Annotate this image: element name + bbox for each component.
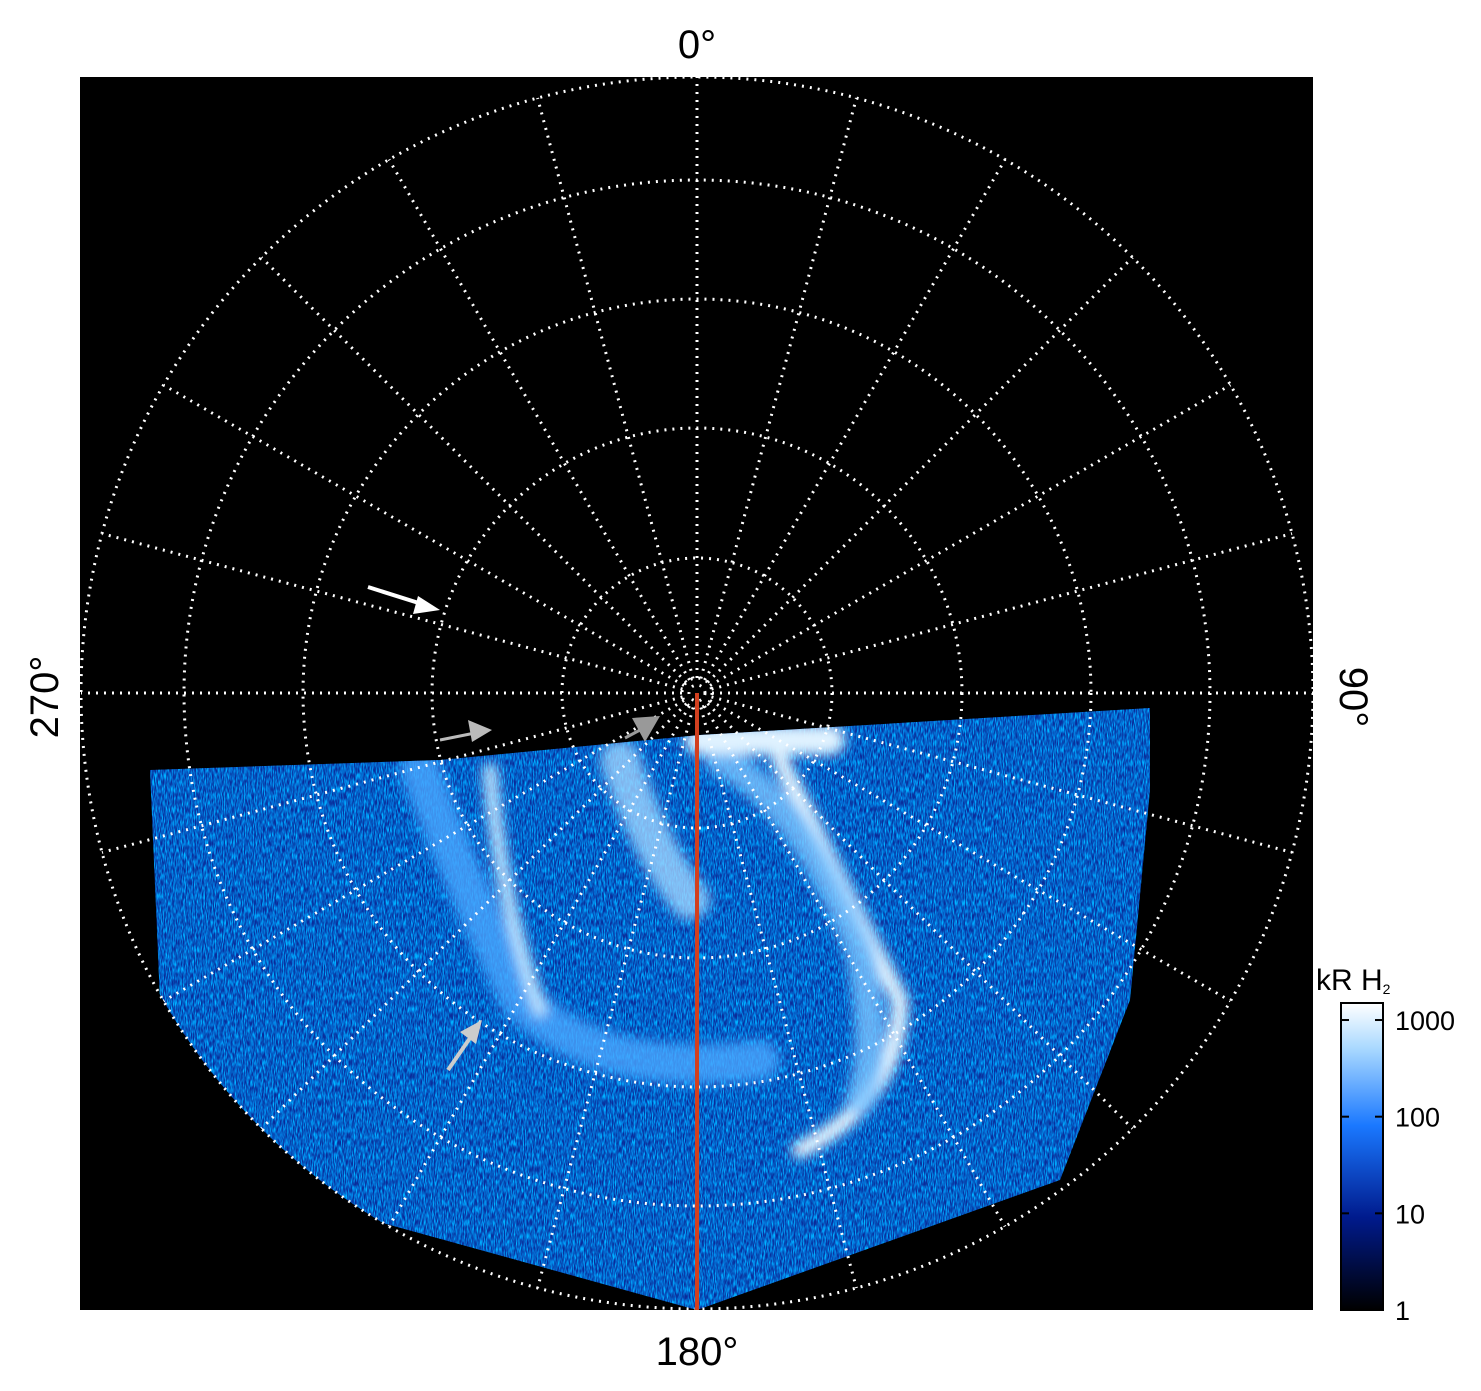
aurora-emission — [150, 708, 1150, 1309]
colorbar — [1340, 1002, 1384, 1311]
grid-circle — [301, 297, 1093, 1089]
colorbar-tick-label: 100 — [1395, 1103, 1440, 1133]
colorbar-tick-label: 10 — [1395, 1199, 1425, 1229]
label-90: 90° — [1331, 667, 1375, 728]
grid-circle — [687, 683, 707, 703]
annotation-arrows — [367, 585, 660, 1072]
label-180: 180° — [656, 1330, 739, 1374]
colorbar-tick-label: 1000 — [1395, 1006, 1455, 1036]
label-270: 270° — [23, 656, 67, 739]
colorbar-ticks: 1 10 100 1000 — [1341, 1006, 1455, 1326]
label-0: 0° — [678, 23, 716, 67]
colorbar-title: kR H2 — [1316, 964, 1391, 997]
colorbar-tick-label: 1 — [1395, 1296, 1410, 1326]
